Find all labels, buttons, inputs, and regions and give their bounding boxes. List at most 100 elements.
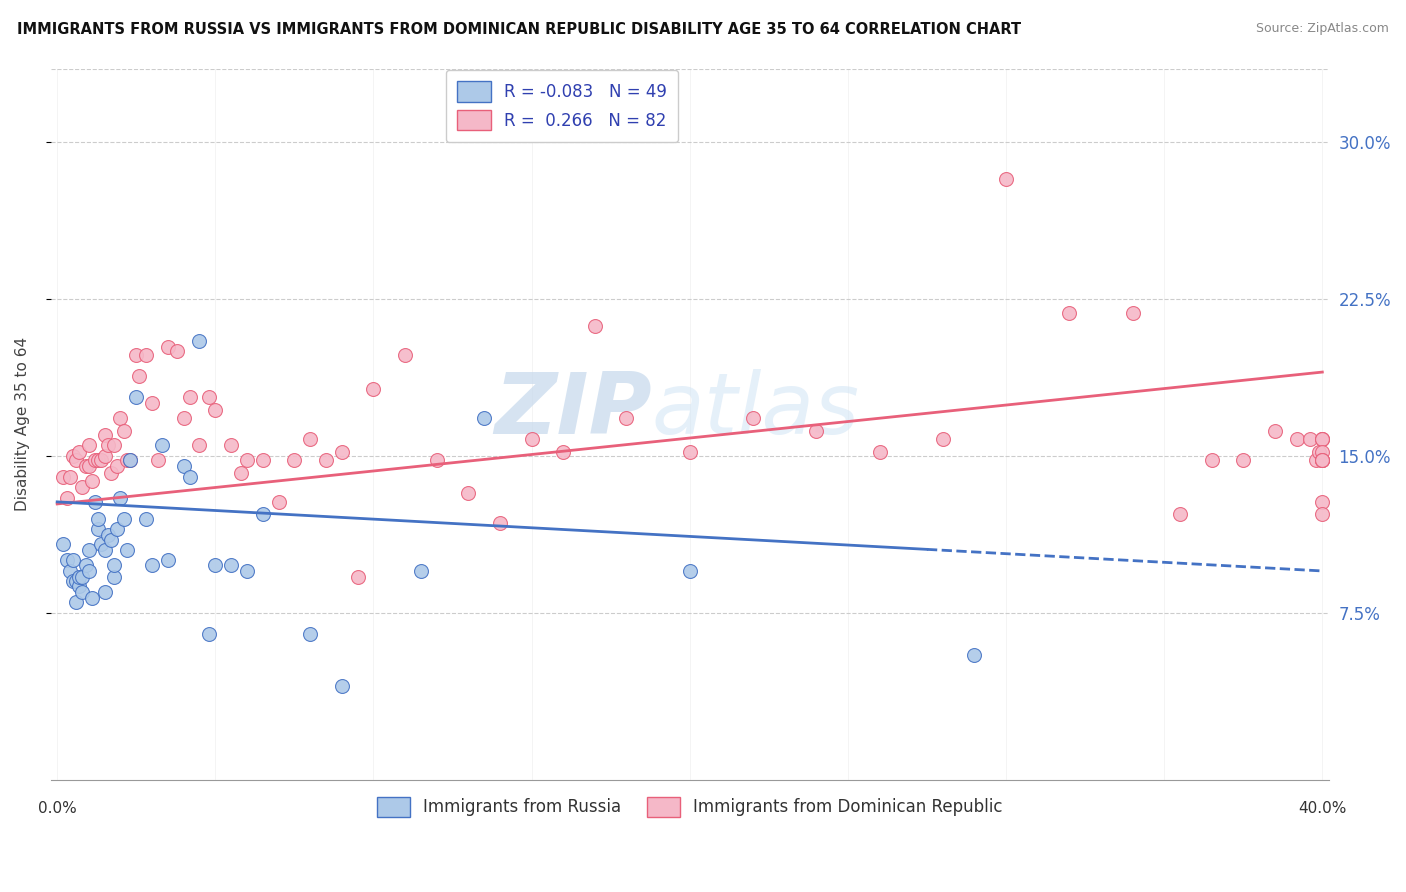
Point (97, 528, 120, 542)
Point (198, 626, 221, 640)
Point (963, 648, 986, 662)
Point (1308, 444, 1330, 458)
Point (90, 537, 112, 551)
Point (125, 348, 148, 362)
Point (1310, 432, 1333, 446)
Point (869, 444, 891, 458)
Point (219, 558, 242, 572)
Point (267, 495, 290, 509)
Point (93, 585, 115, 599)
Point (112, 511, 135, 525)
Point (252, 508, 274, 522)
Point (1059, 306, 1081, 320)
Point (103, 558, 125, 572)
Point (93, 449, 115, 463)
Point (141, 558, 163, 572)
Point (77, 543, 100, 558)
Point (1310, 453, 1333, 467)
Point (1201, 453, 1223, 467)
Point (62, 449, 84, 463)
Text: 40.0%: 40.0% (1298, 801, 1347, 816)
Point (1168, 508, 1191, 522)
Point (67, 444, 90, 458)
Point (97, 438, 120, 452)
Point (409, 564, 432, 578)
Point (150, 438, 173, 452)
Point (72, 480, 94, 494)
Text: Source: ZipAtlas.com: Source: ZipAtlas.com (1256, 22, 1389, 36)
Point (179, 390, 201, 404)
Point (115, 543, 138, 558)
Point (173, 411, 195, 425)
Point (679, 444, 702, 458)
Point (100, 533, 122, 547)
Point (616, 411, 638, 425)
Point (472, 411, 495, 425)
Point (330, 679, 353, 693)
Point (252, 453, 274, 467)
Point (299, 626, 322, 640)
Point (125, 390, 148, 404)
Point (75, 459, 97, 474)
Point (932, 432, 955, 446)
Point (80, 474, 103, 488)
Point (103, 570, 125, 584)
Point (93, 543, 115, 558)
Point (67, 579, 90, 593)
Point (156, 553, 179, 567)
Point (1298, 432, 1320, 446)
Point (1305, 453, 1327, 467)
Point (1232, 453, 1254, 467)
Point (118, 453, 141, 467)
Point (166, 344, 188, 359)
Point (105, 459, 128, 474)
Point (188, 334, 211, 348)
Point (135, 348, 157, 362)
Point (229, 466, 252, 480)
Point (52, 469, 75, 483)
Text: 0.0%: 0.0% (38, 801, 76, 816)
Point (204, 402, 226, 417)
Point (112, 424, 135, 438)
Point (110, 491, 132, 505)
Point (179, 469, 201, 483)
Text: IMMIGRANTS FROM RUSSIA VS IMMIGRANTS FROM DOMINICAN REPUBLIC DISABILITY AGE 35 T: IMMIGRANTS FROM RUSSIA VS IMMIGRANTS FRO… (17, 22, 1021, 37)
Point (173, 459, 195, 474)
Point (283, 453, 305, 467)
Text: ZIP: ZIP (494, 368, 651, 451)
Point (84, 495, 107, 509)
Point (87, 522, 110, 536)
Point (1310, 432, 1333, 446)
Point (103, 438, 125, 452)
Point (457, 486, 479, 500)
Point (115, 453, 138, 467)
Point (330, 444, 353, 458)
Point (188, 438, 211, 452)
Point (204, 558, 226, 572)
Point (87, 453, 110, 467)
Point (583, 318, 606, 333)
Point (299, 432, 322, 446)
Text: atlas: atlas (651, 368, 859, 451)
Point (553, 444, 575, 458)
Point (489, 516, 512, 530)
Point (1310, 495, 1333, 509)
Point (995, 172, 1018, 186)
Point (84, 453, 107, 467)
Point (1310, 432, 1333, 446)
Point (1310, 453, 1333, 467)
Point (77, 564, 100, 578)
Point (100, 466, 122, 480)
Point (77, 438, 100, 452)
Point (1310, 453, 1333, 467)
Point (679, 564, 702, 578)
Point (62, 574, 84, 589)
Point (520, 432, 543, 446)
Point (141, 396, 163, 410)
Point (55, 491, 77, 505)
Point (65, 453, 87, 467)
Point (80, 591, 103, 606)
Point (394, 348, 416, 362)
Point (363, 382, 385, 396)
Point (65, 574, 87, 589)
